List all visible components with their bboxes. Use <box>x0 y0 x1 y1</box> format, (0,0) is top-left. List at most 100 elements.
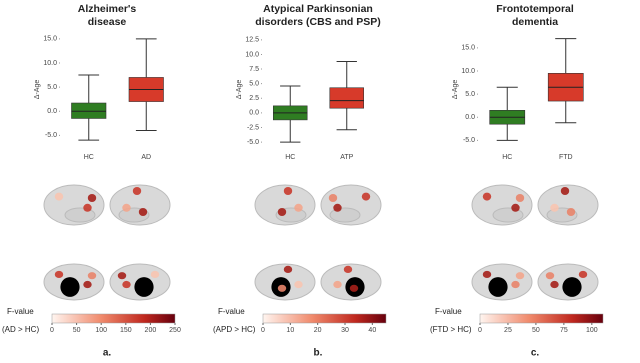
brain-patch <box>277 208 287 216</box>
brain-patch <box>83 203 92 212</box>
brain-patch <box>54 192 64 201</box>
colorbar-tick-label: 100 <box>586 327 598 334</box>
brain-patch <box>515 194 525 202</box>
brain-patch <box>550 203 559 212</box>
y-tick-label: -5.0 <box>247 139 259 146</box>
y-tick-label: 0.0 <box>249 110 259 117</box>
panel-letter: b. <box>314 348 323 359</box>
y-tick-label: 7.5 <box>249 66 259 73</box>
colorbar <box>51 313 176 324</box>
y-tick-label: 12.5 <box>245 37 259 44</box>
brain-patch <box>117 272 127 280</box>
colorbar-tick-label: 0 <box>261 327 265 334</box>
colorbar-label: (APD > HC) <box>213 325 256 334</box>
y-tick-label: 5.0 <box>47 84 57 91</box>
brain-patch <box>361 192 371 201</box>
colorbar-label: F-value <box>7 307 34 316</box>
brain-patch <box>83 280 92 289</box>
y-tick-label: -5.0 <box>463 137 475 144</box>
y-axis-label: Δ-Age <box>452 80 459 100</box>
panel-title: disorders (CBS and PSP) <box>255 16 380 28</box>
x-tick-label: HC <box>84 154 94 161</box>
brain-patch <box>349 284 359 292</box>
colorbar-label: F-value <box>435 307 462 316</box>
brain-patch <box>138 208 148 216</box>
colorbar-label: F-value <box>218 307 245 316</box>
colorbar-tick-label: 150 <box>120 327 132 334</box>
colorbar-tick-label: 250 <box>169 327 181 334</box>
brain-medial-wall <box>60 277 80 297</box>
colorbar-label: (AD > HC) <box>2 325 39 334</box>
brain-patch <box>515 272 525 280</box>
brain-patch <box>560 187 570 195</box>
brain-patch <box>333 280 342 289</box>
brain-patch <box>122 280 131 289</box>
panel-title: Alzheimer's <box>78 3 137 15</box>
brain-patch <box>511 280 520 289</box>
y-tick-label: 0.0 <box>47 108 57 115</box>
colorbar-tick-label: 75 <box>560 327 568 334</box>
y-tick-label: 15.0 <box>43 36 57 43</box>
colorbar-tick-label: 10 <box>286 327 294 334</box>
x-tick-label: AD <box>141 154 151 161</box>
brain-patch <box>132 187 142 195</box>
brain-patch <box>283 187 293 195</box>
y-tick-label: 15.0 <box>461 45 475 52</box>
brain-patch <box>122 203 131 212</box>
brain-patch <box>578 270 588 279</box>
colorbar <box>262 313 387 324</box>
y-tick-label: 10.0 <box>461 68 475 75</box>
brain-patch <box>482 192 492 201</box>
y-axis-label: Δ-Age <box>236 80 243 100</box>
panel-title: dementia <box>512 16 558 28</box>
colorbar-tick-label: 30 <box>341 327 349 334</box>
brain-patch <box>150 270 160 279</box>
y-tick-label: 2.5 <box>249 95 259 102</box>
y-axis-label: Δ-Age <box>34 80 41 100</box>
colorbar <box>479 313 604 324</box>
y-tick-label: -2.5 <box>247 124 259 131</box>
brain-patch <box>343 265 353 273</box>
colorbar-tick-label: 100 <box>95 327 107 334</box>
colorbar-tick-label: 50 <box>73 327 81 334</box>
brain-patch <box>482 270 492 279</box>
brain-patch <box>277 284 287 292</box>
y-tick-label: -5.0 <box>45 132 57 139</box>
y-tick-label: 5.0 <box>465 91 475 98</box>
brain-medial-wall <box>134 277 154 297</box>
colorbar-tick-label: 200 <box>145 327 157 334</box>
brain-patch <box>87 194 97 202</box>
x-tick-label: HC <box>285 154 295 161</box>
brain-patch <box>294 280 303 289</box>
x-tick-label: FTD <box>559 154 573 161</box>
brain-medial-wall <box>562 277 582 297</box>
brain-patch <box>545 272 555 280</box>
y-tick-label: 0.0 <box>465 114 475 121</box>
y-tick-label: 10.0 <box>43 60 57 67</box>
colorbar-tick-label: 25 <box>504 327 512 334</box>
colorbar-tick-label: 50 <box>532 327 540 334</box>
brain-patch <box>87 272 97 280</box>
colorbar-tick-label: 20 <box>314 327 322 334</box>
box <box>329 87 364 109</box>
x-tick-label: HC <box>502 154 512 161</box>
y-tick-label: 10.0 <box>245 51 259 58</box>
panel-letter: c. <box>531 348 540 359</box>
panel-title: disease <box>88 16 127 28</box>
brain-patch <box>333 203 342 212</box>
y-tick-label: 5.0 <box>249 81 259 88</box>
brain-patch <box>511 203 520 212</box>
colorbar-tick-label: 0 <box>478 327 482 334</box>
colorbar-tick-label: 40 <box>368 327 376 334</box>
brain-patch <box>328 194 338 202</box>
brain-medial-wall <box>488 277 508 297</box>
colorbar-tick-label: 0 <box>50 327 54 334</box>
brain-patch <box>550 280 559 289</box>
brain-patch <box>283 265 293 273</box>
panel-letter: a. <box>103 348 112 359</box>
brain-patch <box>566 208 576 216</box>
panel-title: Frontotemporal <box>496 3 574 15</box>
x-tick-label: ATP <box>340 154 353 161</box>
